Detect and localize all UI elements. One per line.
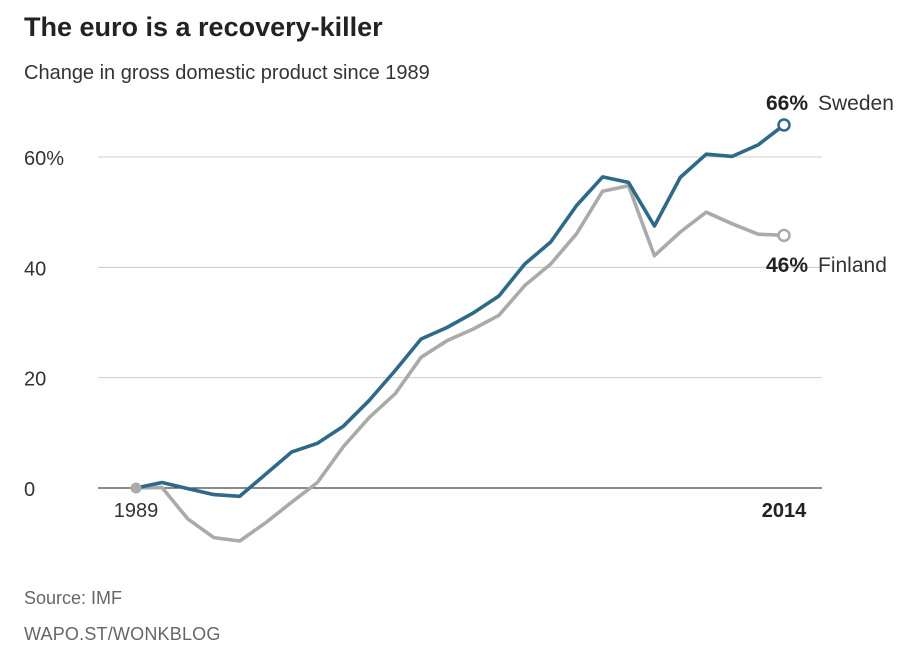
x-tick-label-1989: 1989	[114, 500, 159, 522]
end-marker-finland	[777, 228, 791, 243]
start-marker	[130, 482, 142, 494]
end-label-value-sweden: 66%	[766, 92, 808, 115]
y-tick-labels: 0 20 40 60%	[24, 148, 64, 501]
end-labels: 66% Sweden 46% Finland	[766, 92, 894, 277]
chart-subtitle: Change in gross domestic product since 1…	[24, 62, 430, 84]
series-line-finland	[134, 183, 786, 543]
y-tick-label-0: 0	[24, 479, 35, 501]
end-label-value-finland: 46%	[766, 254, 808, 277]
credit-link[interactable]: WAPO.ST/WONKBLOG	[24, 624, 221, 644]
end-marker-sweden	[777, 118, 791, 132]
chart-title: The euro is a recovery-killer	[24, 12, 383, 42]
gridlines	[98, 156, 822, 489]
y-tick-label-40: 40	[24, 258, 46, 280]
series-line-sweden	[134, 123, 786, 499]
series-lines	[130, 118, 791, 543]
y-tick-label-20: 20	[24, 369, 46, 391]
end-label-name-sweden: Sweden	[818, 92, 894, 115]
source-note: Source: IMF	[24, 588, 123, 608]
end-label-name-finland: Finland	[818, 254, 887, 277]
x-tick-labels: 1989 2014	[114, 500, 807, 522]
y-tick-label-60: 60%	[24, 148, 64, 170]
x-tick-label-2014: 2014	[762, 500, 807, 522]
